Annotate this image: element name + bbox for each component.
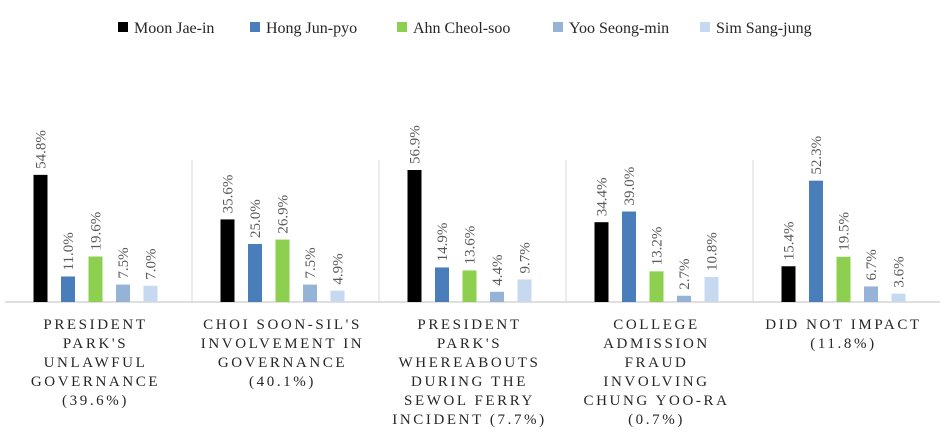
data-label: 7.5% (116, 247, 132, 278)
bar (143, 285, 158, 302)
legend-label: Hong Jun-pyo (266, 20, 357, 37)
bar (490, 291, 504, 302)
bar (220, 219, 235, 302)
bar (809, 180, 823, 302)
data-label: 7.0% (144, 249, 160, 280)
bar (891, 293, 906, 302)
legend-label: Ahn Cheol-soo (413, 20, 510, 37)
data-label: 54.8% (34, 130, 50, 169)
data-label: 9.7% (518, 242, 534, 273)
bar (33, 174, 48, 302)
bar (435, 267, 449, 302)
data-label: 13.6% (463, 226, 479, 265)
x-tick-label: CHOI SOON-SIL'S INVOLVEMENT IN GOVERNANC… (200, 317, 365, 390)
bar (864, 286, 878, 302)
bar (622, 211, 636, 302)
bar (462, 270, 477, 302)
bar (330, 290, 345, 302)
x-tick-label: PRESIDENT PARK'S UNLAWFUL GOVERNANCE (39… (30, 317, 161, 409)
data-label: 10.8% (705, 232, 721, 271)
bar (781, 266, 796, 302)
bar (704, 276, 719, 302)
data-label: 25.0% (248, 199, 264, 238)
legend-label: Yoo Seong-min (569, 20, 669, 37)
data-label: 19.5% (837, 212, 853, 251)
data-label: 2.7% (677, 258, 693, 289)
bar (649, 271, 664, 302)
bar (677, 295, 691, 302)
data-label: 35.6% (221, 175, 237, 214)
legend-swatch (700, 22, 710, 32)
legend-swatch (553, 22, 563, 32)
data-label: 34.4% (595, 177, 611, 216)
data-label: 3.6% (892, 256, 908, 287)
data-label: 11.0% (61, 232, 77, 270)
bar (275, 239, 290, 302)
data-label: 4.4% (490, 255, 506, 286)
data-label: 39.0% (622, 167, 638, 206)
x-tick-label: PRESIDENT PARK'S WHEREABOUTS DURING THE … (392, 317, 547, 428)
data-label: 14.9% (435, 223, 451, 262)
bar (88, 256, 103, 302)
legend-swatch (118, 22, 128, 32)
data-label: 6.7% (864, 249, 880, 280)
bar (116, 284, 130, 302)
data-label: 7.5% (303, 247, 319, 278)
data-label: 19.6% (89, 212, 105, 251)
x-tick-label: COLLEGE ADMISSION FRAUD INVOLVING CHUNG … (583, 317, 730, 428)
data-label: 4.9% (331, 253, 347, 284)
legend-label: Moon Jae-in (134, 20, 214, 37)
data-label: 52.3% (809, 136, 825, 175)
legend-swatch (250, 22, 260, 32)
bar (303, 284, 317, 302)
legend-swatch (397, 22, 407, 32)
data-label: 15.4% (782, 222, 798, 261)
bar (836, 256, 851, 302)
data-label: 56.9% (408, 125, 424, 164)
x-tick-label: DID NOT IMPACT (11.8%) (765, 317, 922, 352)
data-label: 13.2% (650, 227, 666, 266)
bar (248, 244, 262, 302)
legend-label: Sim Sang-jung (716, 20, 812, 37)
bar (517, 279, 532, 302)
bar (594, 222, 609, 302)
bar (61, 276, 75, 302)
data-label: 26.9% (276, 195, 292, 234)
bar (407, 169, 422, 302)
